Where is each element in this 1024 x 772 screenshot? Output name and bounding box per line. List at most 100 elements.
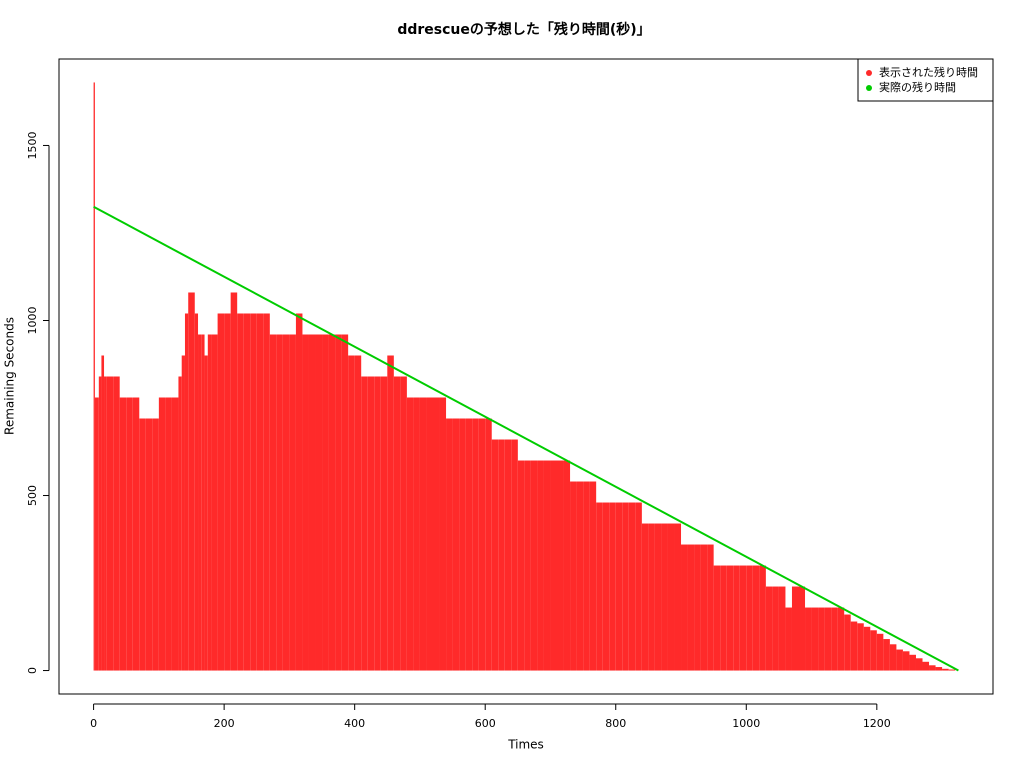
bar <box>282 334 290 671</box>
bar <box>765 586 773 671</box>
x-tick-label: 800 <box>605 717 626 730</box>
bar <box>844 614 851 671</box>
bar <box>942 668 949 671</box>
bar <box>713 565 721 671</box>
bar <box>850 621 858 671</box>
line <box>93 205 959 672</box>
bar <box>739 565 747 671</box>
bar <box>380 376 388 671</box>
bar <box>948 669 956 671</box>
bar <box>158 397 166 671</box>
bar <box>654 523 662 671</box>
bar <box>400 376 407 671</box>
legend-marker <box>866 85 872 91</box>
x-axis-label: Times <box>507 738 544 752</box>
bar <box>113 376 120 671</box>
bar <box>870 630 877 671</box>
bar <box>550 460 558 671</box>
bar <box>857 623 864 671</box>
bar <box>909 654 916 671</box>
bar <box>681 544 688 671</box>
bar <box>188 292 192 671</box>
bar <box>694 544 701 671</box>
bar <box>576 481 584 671</box>
bar <box>446 418 453 671</box>
bar <box>419 397 427 671</box>
bar <box>746 565 753 671</box>
bar <box>818 607 825 671</box>
bar <box>478 418 486 671</box>
y-tick-label: 1000 <box>26 306 39 334</box>
bar <box>201 334 205 671</box>
bar <box>498 439 505 671</box>
bar <box>733 565 740 671</box>
bar <box>387 355 394 671</box>
bar <box>543 460 551 671</box>
bar <box>132 397 140 671</box>
bar <box>106 376 114 671</box>
bar <box>798 586 806 671</box>
bar <box>557 460 564 671</box>
bar <box>276 334 283 671</box>
bar <box>328 334 336 671</box>
bar <box>511 439 518 671</box>
bar <box>491 439 499 671</box>
bar <box>94 397 99 671</box>
bar <box>902 651 910 671</box>
bar <box>785 607 792 671</box>
bar <box>289 334 296 671</box>
x-tick-label: 400 <box>344 717 365 730</box>
bar <box>472 418 479 671</box>
bar <box>622 502 629 671</box>
bar <box>426 397 433 671</box>
plot-area <box>93 82 959 672</box>
bar <box>263 313 270 671</box>
bar <box>889 644 897 671</box>
bar <box>367 376 375 671</box>
bar <box>609 502 616 671</box>
bar <box>393 376 401 671</box>
bar <box>674 523 682 671</box>
bar <box>178 376 182 671</box>
bar <box>237 313 244 671</box>
bar <box>198 334 202 671</box>
bar <box>707 544 714 671</box>
bar <box>863 626 871 671</box>
bar <box>207 334 212 671</box>
bar <box>596 502 603 671</box>
bar <box>139 418 146 671</box>
bar <box>524 460 531 671</box>
bar <box>348 355 355 671</box>
plot-frame <box>58 58 994 695</box>
bar <box>315 334 323 671</box>
bar <box>104 376 107 671</box>
bar <box>126 397 133 671</box>
x-tick-label: 1200 <box>863 717 891 730</box>
bar <box>831 607 838 671</box>
bar <box>341 334 349 671</box>
bar <box>811 607 819 671</box>
bar <box>322 334 329 671</box>
bar <box>517 460 525 671</box>
bar <box>308 334 316 671</box>
bar <box>583 481 590 671</box>
bar <box>361 376 368 671</box>
bar <box>432 397 440 671</box>
bar <box>165 397 172 671</box>
legend-label: 実際の残り時間 <box>879 80 956 94</box>
bar <box>772 586 779 671</box>
bar <box>152 418 159 671</box>
bar <box>101 355 105 671</box>
bar <box>805 607 812 671</box>
bar <box>883 639 890 671</box>
bar <box>628 502 636 671</box>
legend-marker <box>866 70 872 76</box>
bar <box>720 565 727 671</box>
bar <box>791 586 799 671</box>
bar <box>929 665 936 671</box>
bar <box>452 418 460 671</box>
bar <box>181 355 185 671</box>
bar <box>145 418 153 671</box>
